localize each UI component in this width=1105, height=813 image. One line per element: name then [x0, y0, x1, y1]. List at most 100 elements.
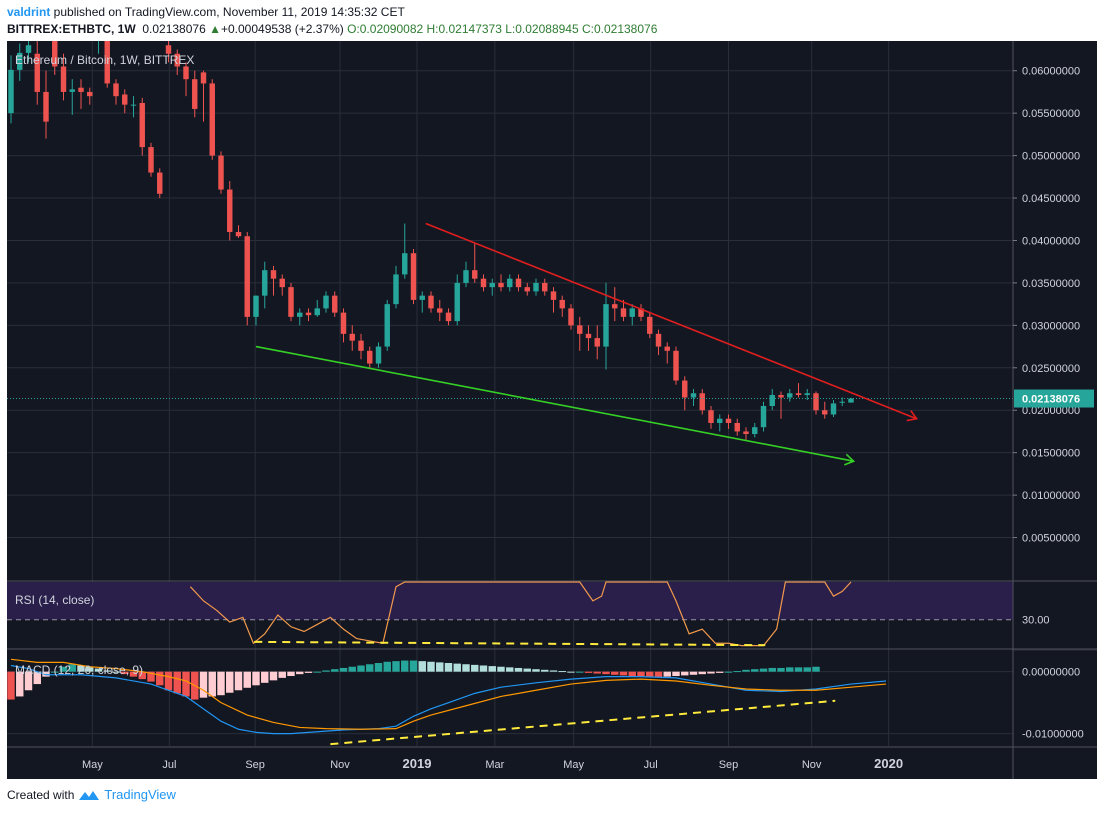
macd-histogram-bar: [628, 671, 636, 677]
candle-body: [402, 253, 408, 275]
candle-body: [262, 270, 268, 296]
macd-histogram-bar: [733, 671, 741, 673]
macd-histogram-bar: [724, 671, 733, 673]
macd-histogram-bar: [418, 661, 426, 672]
candle-body: [130, 104, 137, 106]
candle-body: [795, 393, 802, 395]
current-price-tag: [1014, 389, 1094, 408]
candle-body: [437, 308, 443, 313]
macd-histogram-bar: [707, 671, 715, 674]
candle-body: [122, 94, 128, 105]
candle-body: [752, 427, 758, 435]
candle-body: [113, 83, 119, 97]
macd-histogram-bar: [646, 671, 654, 678]
candles: [7, 41, 1013, 440]
macd-histogram-bar: [199, 671, 208, 698]
candle-body: [183, 66, 189, 80]
price-tick-label: 0.02000000: [1022, 405, 1080, 417]
macd-histogram-bar: [497, 666, 505, 672]
macd-histogram-bar: [86, 666, 94, 672]
macd-histogram-bar: [716, 671, 724, 673]
candle-body: [542, 282, 548, 292]
candle-body: [17, 52, 23, 70]
rsi-level-label: 30.00: [1022, 615, 1050, 627]
macd-histogram-bar: [366, 664, 374, 672]
macd-histogram-bar: [217, 671, 225, 696]
publish-line: valdrint published on TradingView.com, N…: [7, 4, 1097, 21]
time-tick-label: Sep: [245, 759, 265, 771]
rsi-pane: [7, 581, 1097, 651]
chart-title: Ethereum / Bitcoin, 1W, BITTREX: [15, 53, 194, 67]
macd-histogram-bar: [94, 668, 103, 672]
author-link[interactable]: valdrint: [7, 5, 51, 19]
candle-body: [69, 89, 75, 92]
macd-histogram-bar: [322, 670, 330, 672]
macd-histogram-bar: [541, 669, 549, 672]
macd-histogram-bar: [654, 671, 663, 678]
macd-histogram-bar: [488, 666, 496, 672]
candle-body: [52, 41, 58, 67]
candle-body: [297, 312, 303, 317]
macd-histogram-bar: [479, 665, 488, 672]
macd-histogram-bar: [593, 671, 601, 674]
macd-histogram-bar: [812, 666, 820, 672]
macd-histogram-bar: [103, 670, 111, 672]
candle-body: [699, 393, 705, 411]
macd-histogram-bar: [751, 669, 759, 672]
macd-histogram-bar: [226, 671, 234, 693]
candle-body: [533, 282, 539, 292]
macd-histogram-bar: [269, 671, 278, 681]
macd-histogram-bar: [602, 671, 610, 675]
time-tick-label: May: [563, 759, 584, 771]
macd-histogram-bar: [51, 671, 59, 673]
macd-histogram-bar: [112, 671, 120, 673]
candle-body: [515, 278, 522, 288]
candle-body: [314, 308, 320, 316]
candle-body: [655, 333, 662, 347]
time-tick-label: Sep: [719, 759, 739, 771]
macd-histogram-bar: [7, 671, 15, 700]
macd-histogram-bar: [156, 671, 164, 686]
candle-body: [830, 403, 837, 415]
macd-histogram-bar: [16, 671, 24, 697]
macd-histogram-bar: [304, 671, 313, 673]
macd-histogram-bar: [549, 670, 558, 672]
macd-histogram-bar: [339, 667, 348, 672]
macd-histogram-bar: [147, 671, 155, 682]
candle-body: [340, 312, 347, 334]
price-tick-label: 0.03000000: [1022, 320, 1080, 332]
macd-divergence-line: [330, 699, 836, 746]
macd-histogram-bar: [138, 671, 146, 680]
candle-body: [375, 346, 382, 364]
candle-body: [559, 299, 565, 309]
support-arrowhead: [844, 453, 856, 466]
candle-body: [419, 295, 425, 300]
macd-histogram-bar: [33, 671, 41, 685]
macd-histogram-bar: [584, 671, 593, 673]
candle-body: [717, 418, 723, 423]
time-tick-label: Jul: [162, 759, 176, 771]
macd-tick-label: -0.01000000: [1022, 729, 1084, 741]
price-tick-label: 0.04000000: [1022, 235, 1080, 247]
macd-histogram-bar: [77, 665, 85, 672]
candle-body: [620, 308, 627, 317]
candle-body: [218, 155, 224, 190]
macd-histogram-bar: [164, 671, 173, 691]
macd-histogram-bar: [331, 669, 339, 672]
tradingview-brand-link[interactable]: TradingView: [104, 787, 176, 802]
price-tick-label: 0.00500000: [1022, 533, 1080, 545]
candle-body: [760, 405, 767, 428]
price-tick-label: 0.05500000: [1022, 108, 1080, 120]
candle-body: [743, 431, 749, 435]
candle-body: [87, 91, 93, 97]
candle-body: [778, 394, 784, 398]
chart-canvas[interactable]: 0.06000000 0.05500000 0.05000000 0.04500000…: [7, 41, 1097, 779]
macd-histogram-bar: [243, 671, 251, 688]
price-tick-label: 0.02500000: [1022, 363, 1080, 375]
candle-body: [463, 270, 469, 283]
candle-body: [708, 410, 714, 423]
macd-histogram-bar: [357, 665, 365, 672]
candle-body: [209, 83, 215, 156]
time-tick-label: 2020: [874, 756, 903, 771]
macd-histogram-bar: [374, 663, 383, 672]
